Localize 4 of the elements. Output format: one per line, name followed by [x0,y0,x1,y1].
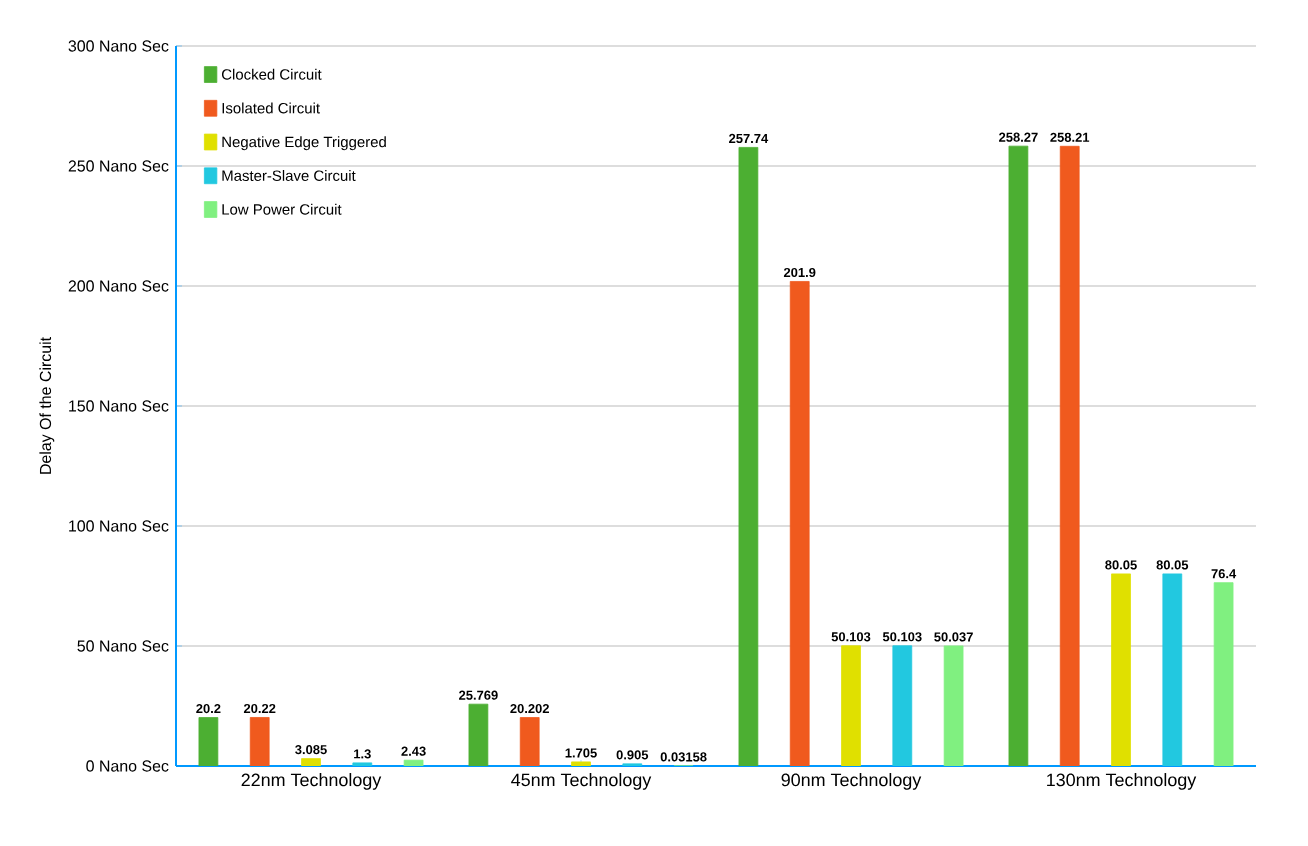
x-tick-label: 130nm Technology [1047,773,1197,790]
x-tick-label: 45nm Technology [511,773,652,790]
x-tick-label: 90nm Technology [781,773,922,790]
x-tick-label: 22nm Technology [241,773,382,790]
